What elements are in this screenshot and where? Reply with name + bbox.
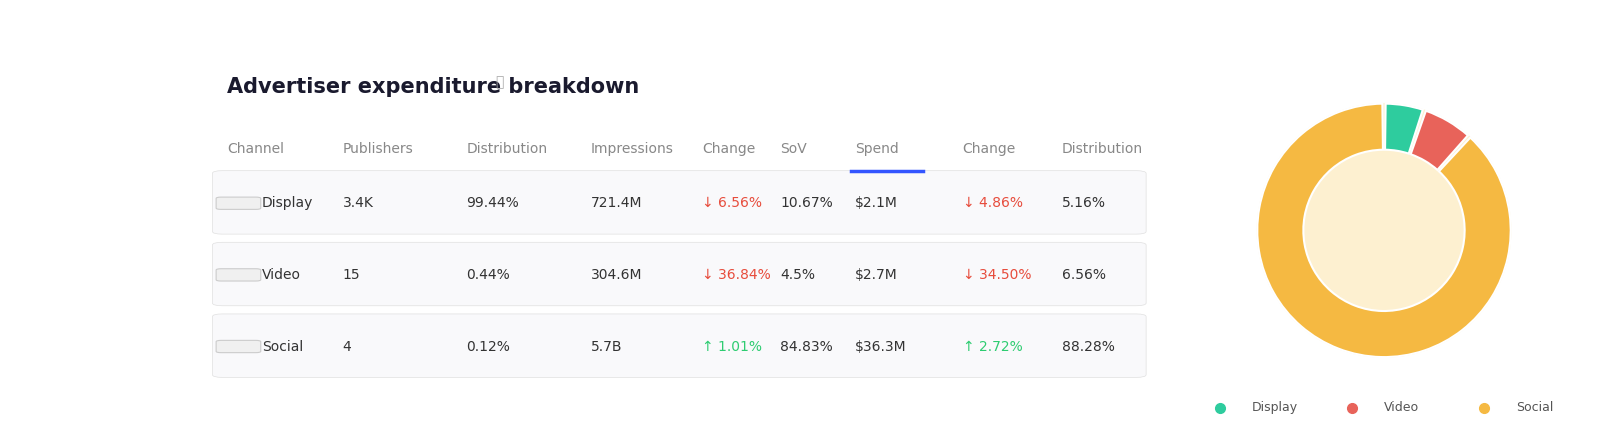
Text: ↑ 1.01%: ↑ 1.01% xyxy=(702,339,762,354)
Circle shape xyxy=(1258,104,1510,357)
Text: SoV: SoV xyxy=(781,142,806,155)
Text: Social: Social xyxy=(262,339,304,354)
Wedge shape xyxy=(1258,104,1510,357)
Text: ⓘ: ⓘ xyxy=(494,75,504,89)
Text: 5.16%: 5.16% xyxy=(1062,196,1106,210)
Text: 15: 15 xyxy=(342,268,360,282)
Text: 4: 4 xyxy=(342,339,352,354)
Text: 0.12%: 0.12% xyxy=(467,339,510,354)
Text: Publishers: Publishers xyxy=(342,142,413,155)
FancyBboxPatch shape xyxy=(213,314,1146,377)
Text: $2.7M: $2.7M xyxy=(854,268,898,282)
Text: 3.4K: 3.4K xyxy=(342,196,373,210)
Text: 304.6M: 304.6M xyxy=(590,268,642,282)
Text: 6.56%: 6.56% xyxy=(1062,268,1106,282)
Wedge shape xyxy=(1411,111,1467,170)
Text: Change: Change xyxy=(963,142,1016,155)
FancyBboxPatch shape xyxy=(213,242,1146,306)
Text: 721.4M: 721.4M xyxy=(590,196,642,210)
Text: Channel: Channel xyxy=(227,142,285,155)
Text: 88.28%: 88.28% xyxy=(1062,339,1115,354)
Text: Display: Display xyxy=(262,196,314,210)
Text: Spend: Spend xyxy=(854,142,899,155)
Text: Display: Display xyxy=(1251,401,1298,414)
Text: 5.7B: 5.7B xyxy=(590,339,622,354)
FancyBboxPatch shape xyxy=(216,197,261,210)
FancyBboxPatch shape xyxy=(213,171,1146,234)
FancyBboxPatch shape xyxy=(216,340,261,353)
Text: 0.44%: 0.44% xyxy=(467,268,510,282)
Text: Social: Social xyxy=(1517,401,1554,414)
Text: Video: Video xyxy=(262,268,301,282)
FancyBboxPatch shape xyxy=(216,269,261,281)
Text: Advertiser expenditure breakdown: Advertiser expenditure breakdown xyxy=(227,77,640,97)
Text: Distribution: Distribution xyxy=(1062,142,1142,155)
Text: Change: Change xyxy=(702,142,755,155)
Text: 10.67%: 10.67% xyxy=(781,196,834,210)
Text: $2.1M: $2.1M xyxy=(854,196,898,210)
Text: 99.44%: 99.44% xyxy=(467,196,520,210)
Text: ↓ 6.56%: ↓ 6.56% xyxy=(702,196,762,210)
Text: ↓ 36.84%: ↓ 36.84% xyxy=(702,268,771,282)
Text: ↑ 2.72%: ↑ 2.72% xyxy=(963,339,1022,354)
Text: 4.5%: 4.5% xyxy=(781,268,816,282)
Text: Impressions: Impressions xyxy=(590,142,674,155)
Text: Distribution: Distribution xyxy=(467,142,547,155)
Text: ↓ 34.50%: ↓ 34.50% xyxy=(963,268,1030,282)
Text: ↓ 4.86%: ↓ 4.86% xyxy=(963,196,1022,210)
Text: 84.83%: 84.83% xyxy=(781,339,834,354)
Wedge shape xyxy=(1386,104,1422,154)
Text: Video: Video xyxy=(1384,401,1419,414)
Text: $36.3M: $36.3M xyxy=(854,339,906,354)
